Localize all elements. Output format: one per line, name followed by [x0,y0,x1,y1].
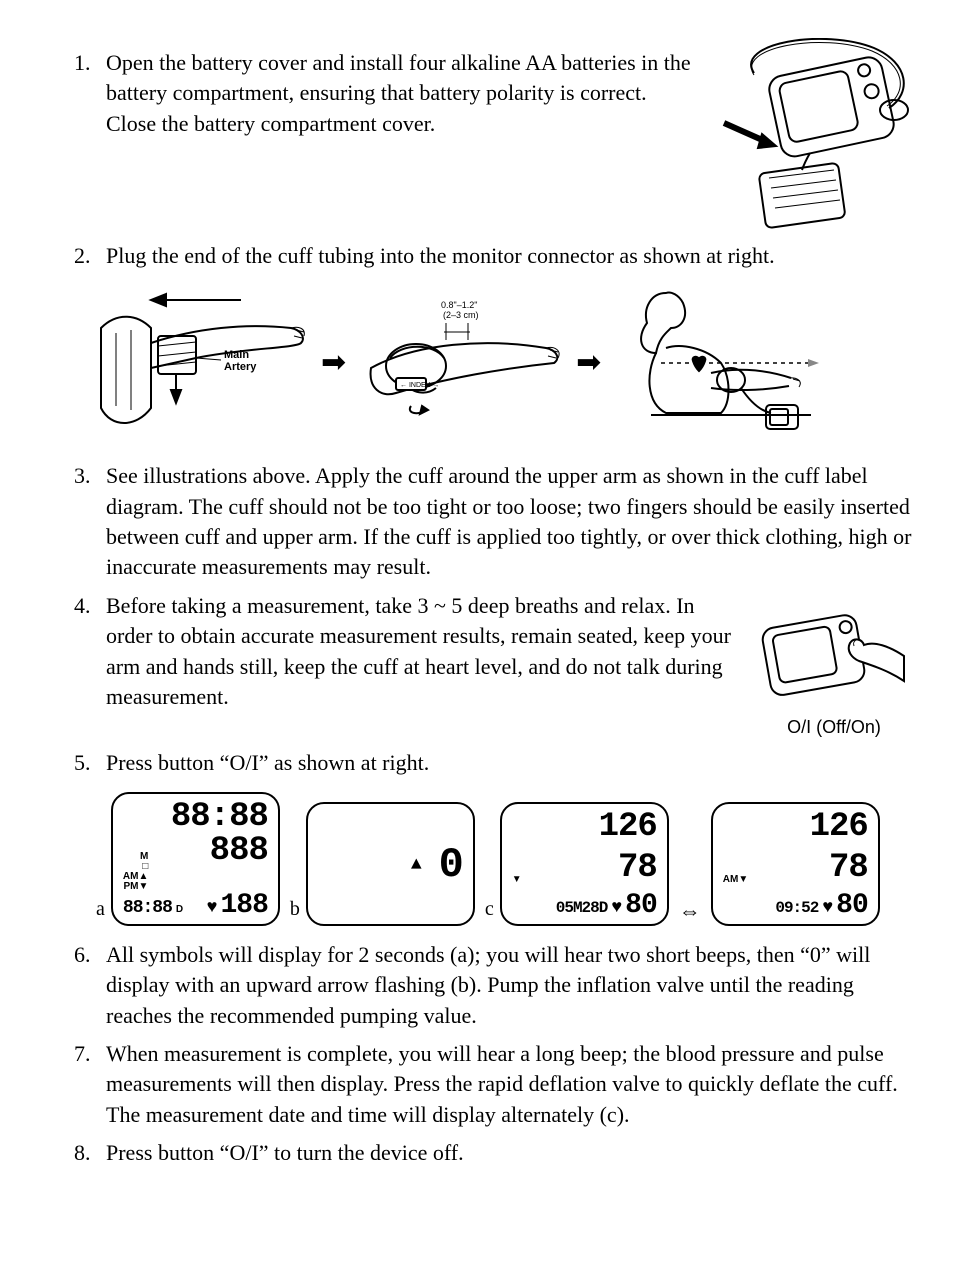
step-1: Open the battery cover and install four … [96,48,914,233]
lcd-c2: 126 AM▼ 78 09:52 ♥ 80 [711,802,880,926]
cuff-application-strip: Main Artery ➡ 0.8"–1.2" (2–3 cm) [96,283,914,443]
svg-text:(2–3 cm): (2–3 cm) [443,310,479,320]
step-2-text: Plug the end of the cuff tubing into the… [106,243,775,268]
svg-text:← INDEX →: ← INDEX → [400,382,439,389]
svg-text:0.8"–1.2": 0.8"–1.2" [441,300,477,310]
monitor-connector-figure [714,38,914,233]
strip-arrow-1: ➡ [321,348,346,378]
step-6-text: All symbols will display for 2 seconds (… [106,942,870,1028]
lcd-a: 88:88 M □ AM▲ PM▼ 888 88:88 D ♥ 188 [111,792,280,926]
step-4-text: Before taking a measurement, take 3 ~ 5 … [106,591,734,712]
lcd-c1: 126 ▼ 78 05M28D ♥ 80 [500,802,669,926]
step-6: All symbols will display for 2 seconds (… [96,940,914,1031]
instruction-list-cont2: All symbols will display for 2 seconds (… [40,940,914,1169]
cuff-panel-3 [611,283,821,443]
step-1-text: Open the battery cover and install four … [106,48,694,139]
step-8: Press button “O/I” to turn the device of… [96,1138,914,1168]
step-7: When measurement is complete, you will h… [96,1039,914,1130]
manual-page: Open the battery cover and install four … [0,0,954,1272]
cuff-panel-1: Main Artery [96,288,311,438]
press-button-figure: O/I (Off/On) [754,611,914,740]
svg-text:Artery: Artery [224,361,257,373]
step-3: See illustrations above. Apply the cuff … [96,461,914,582]
step-8-text: Press button “O/I” to turn the device of… [106,1140,464,1165]
step-4: Before taking a measurement, take 3 ~ 5 … [96,591,914,740]
step-5: Press button “O/I” as shown at right. [96,748,914,778]
lcd-b: ▲ 0 [306,802,475,926]
step-3-text: See illustrations above. Apply the cuff … [106,463,911,579]
lcd-display-strip: a 88:88 M □ AM▲ PM▼ 888 88:88 D ♥ 188 b … [96,792,914,926]
instruction-list-cont: See illustrations above. Apply the cuff … [40,461,914,778]
instruction-list: Open the battery cover and install four … [40,48,914,271]
svg-text:Main: Main [224,349,249,361]
step-5-text: Press button “O/I” as shown at right. [106,750,429,775]
step-2: Plug the end of the cuff tubing into the… [96,241,914,271]
lcd-c-label: c [485,896,494,924]
lcd-alternate-arrow: ⇔ [679,896,701,926]
step-7-text: When measurement is complete, you will h… [106,1041,898,1127]
on-off-caption: O/I (Off/On) [787,715,881,740]
lcd-b-label: b [290,896,300,924]
lcd-a-label: a [96,896,105,924]
cuff-panel-2: 0.8"–1.2" (2–3 cm) ← INDEX → [356,288,566,438]
strip-arrow-2: ➡ [576,348,601,378]
